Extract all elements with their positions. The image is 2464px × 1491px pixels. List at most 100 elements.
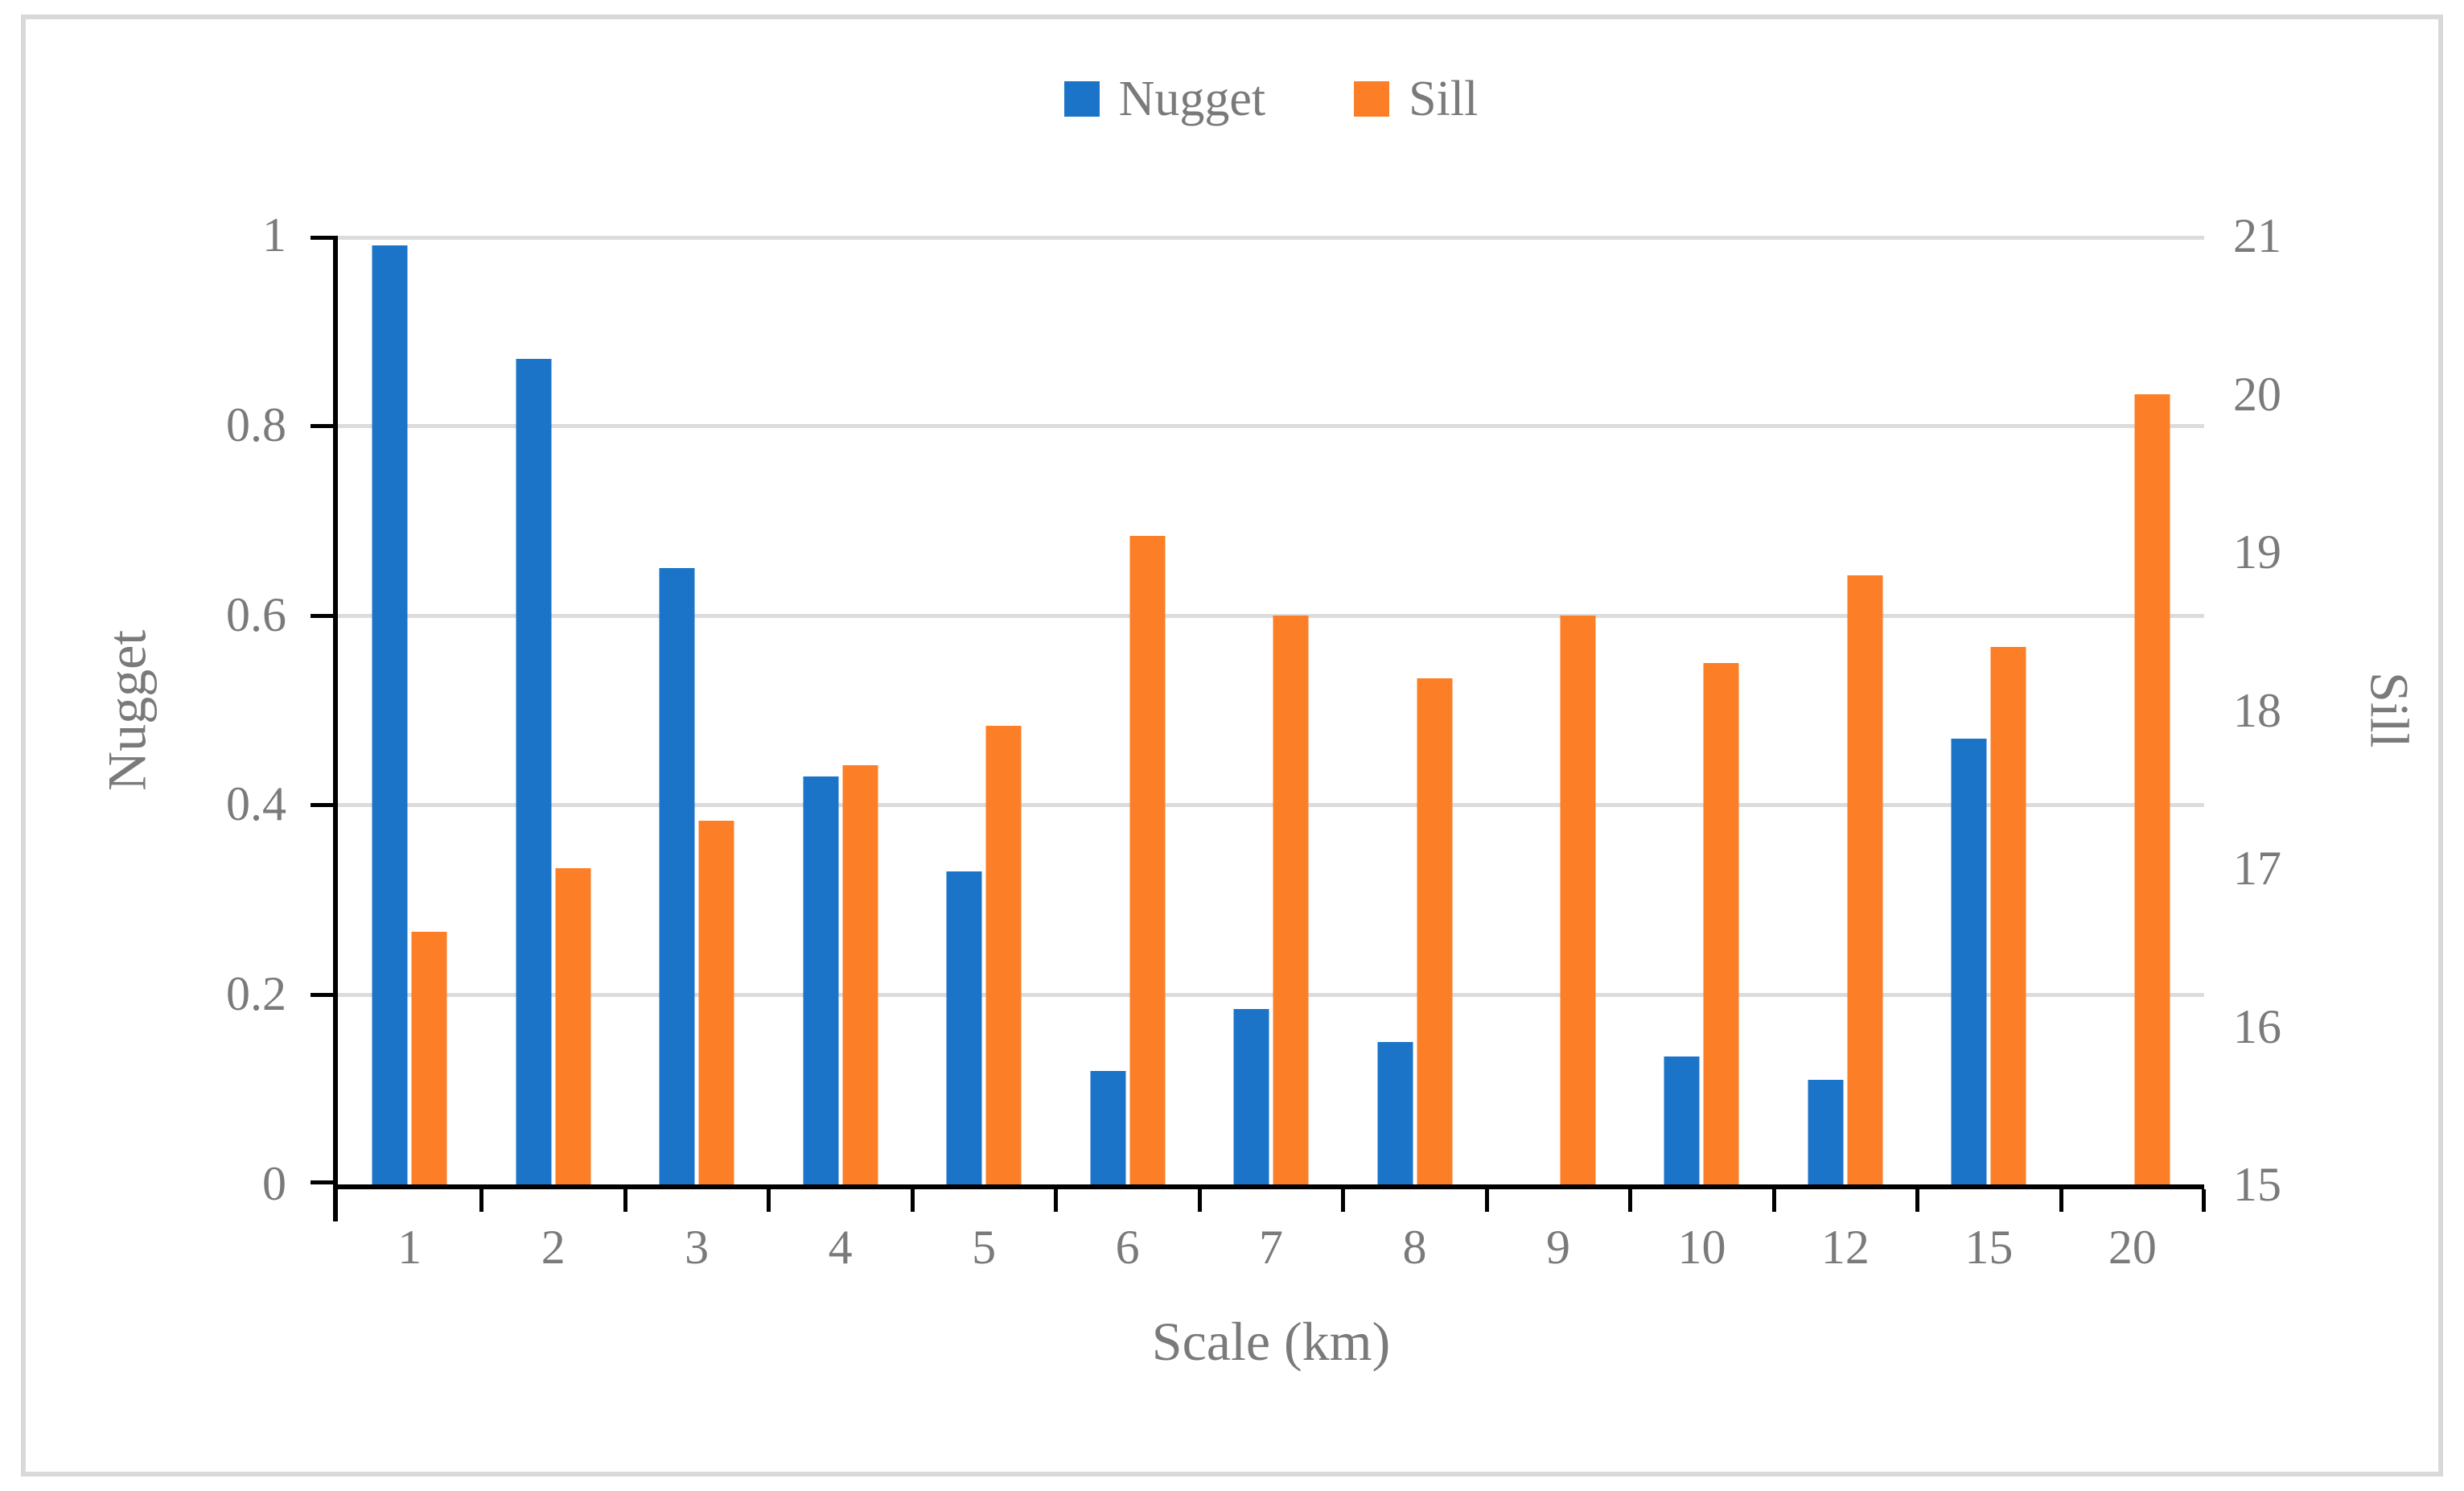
bar-nugget [803,776,839,1184]
gridline [338,803,2204,808]
bar-pair [1951,236,2026,1184]
x-axis-tick-label: 10 [1677,1221,1726,1274]
x-axis-tick [910,1189,915,1212]
right-axis-tick-label: 15 [2233,1158,2281,1211]
x-axis-tick-label: 12 [1820,1221,1870,1274]
left-axis-tick [311,993,333,998]
x-axis-tick [623,1189,627,1212]
bar-pair [1377,236,1453,1184]
bar-pair [1808,236,1883,1184]
x-axis-tick [1771,1189,1776,1212]
x-axis-tick [2059,1189,2063,1212]
category-10 [1630,236,1773,1184]
bar-nugget [1951,738,1987,1184]
legend-label: Nugget [1118,72,1266,126]
right-axis-tick-label: 17 [2233,842,2281,895]
x-axis-tick-label: 15 [1964,1221,2014,1274]
bar-pair [659,236,734,1184]
right-axis-title: Sill [2359,672,2421,748]
right-axis-tick-label: 18 [2233,683,2281,737]
bar-sill [1847,575,1883,1184]
category-12 [1774,236,1917,1184]
left-axis-tick-label: 1 [262,208,286,262]
bar-sill [411,931,447,1184]
x-axis-tick-label: 20 [2108,1221,2157,1274]
bar-sill [1129,536,1166,1184]
bar-sill [555,868,591,1184]
left-axis-tick [311,423,333,428]
legend: Nugget Sill [338,74,2204,124]
right-axis-tick-label: 21 [2233,209,2281,262]
category-2 [481,236,624,1184]
x-axis-tick [333,1189,337,1212]
left-axis-tick-label: 0 [262,1156,286,1210]
bar-nugget [516,359,552,1184]
x-axis-tick-label: 4 [828,1221,853,1274]
plot-area [311,236,2206,1221]
legend-swatch-sill-icon [1354,81,1390,117]
bar-sill [842,765,878,1184]
bar-pair [1520,236,1596,1184]
left-axis-tick-label: 0.4 [226,777,286,831]
x-axis-line [333,1184,2204,1189]
bar-pair [803,236,878,1184]
x-axis-tick-label: 7 [1259,1221,1284,1274]
x-axis-tick [1915,1189,1920,1212]
category-8 [1343,236,1486,1184]
bar-sill [1703,662,1739,1184]
left-axis-tick [311,803,333,808]
category-3 [625,236,768,1184]
category-6 [1055,236,1199,1184]
bar-pair [1664,236,1739,1184]
legend-label: Sill [1409,72,1479,126]
bar-sill [985,726,1022,1184]
bar-nugget [1664,1056,1700,1184]
bars [338,236,2204,1184]
category-20 [2061,236,2204,1184]
left-axis-tick-label: 0.8 [226,397,286,451]
category-4 [768,236,911,1184]
left-axis-tick-label: 0.2 [226,966,286,1020]
category-1 [338,236,481,1184]
right-axis-tick-label: 20 [2233,367,2281,421]
bar-sill [698,821,734,1184]
legend-item-nugget: Nugget [1063,72,1266,126]
category-5 [912,236,1055,1184]
left-axis-tick-label: 0.6 [226,587,286,641]
gridline [338,236,2204,240]
x-axis-tick-label: 1 [397,1221,422,1274]
category-9 [1487,236,1630,1184]
bar-pair [516,236,591,1184]
left-axis-tick-labels: 1 0.8 0.6 0.4 0.2 0 [0,211,311,1208]
x-axis-tick-label: 8 [1402,1221,1427,1274]
gridline [338,613,2204,618]
x-axis-tick-label: 2 [541,1221,566,1274]
x-axis-tick [1628,1189,1633,1212]
bar-nugget [1233,1008,1269,1184]
left-axis-title: Nugget [96,629,158,791]
bar-pair [946,236,1022,1184]
x-axis-tick [1484,1189,1489,1212]
x-axis-tick-label: 6 [1115,1221,1140,1274]
x-axis-title: Scale (km) [1151,1311,1391,1372]
left-axis-tick [311,1180,333,1184]
bar-sill [1273,615,1309,1184]
bar-sill [1560,615,1596,1184]
bar-pair [1233,236,1309,1184]
x-axis-tick [767,1189,771,1212]
bar-sill [1990,646,2026,1184]
bar-sill [1417,678,1453,1184]
legend-item-sill: Sill [1354,74,1478,124]
bar-nugget [1808,1080,1844,1184]
bar-nugget [659,567,695,1184]
right-axis-tick-label: 19 [2233,525,2281,579]
x-axis-tick [1054,1189,1059,1212]
bar-nugget [1090,1070,1126,1184]
x-axis-tick [479,1189,484,1212]
bar-sill [2134,393,2170,1184]
bar-nugget [946,871,982,1184]
bar-pair [372,236,447,1184]
x-axis-tick-labels: 1 2 3 4 5 6 7 8 9 10 12 15 20 [338,1218,2204,1276]
bar-pair [2095,236,2170,1184]
